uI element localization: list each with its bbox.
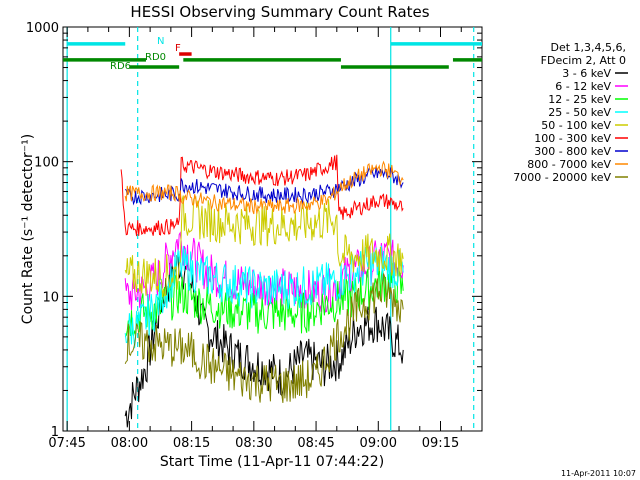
legend-label-5: 100 - 300 keV <box>534 132 611 145</box>
vertical-markers <box>66 27 475 431</box>
series-line-7 <box>124 160 404 215</box>
x-tick-label-2: 08:15 <box>173 436 210 451</box>
series-line-8 <box>124 273 404 403</box>
x-tick-label-3: 08:30 <box>235 436 272 451</box>
y-tick-label-3: 1000 <box>26 21 59 36</box>
x-tick-label-1: 08:00 <box>111 436 148 451</box>
state-label-rd0: RD0 <box>145 52 166 63</box>
y-axis: 1 10 100 1000 <box>26 21 482 440</box>
legend-label-8: 7000 - 20000 keV <box>513 171 611 184</box>
x-tick-label-6: 09:15 <box>422 436 459 451</box>
data-series <box>120 154 404 428</box>
series-line-1 <box>124 231 404 313</box>
plot-frame <box>62 26 483 432</box>
footer-timestamp: 11-Apr-2011 10:07 <box>561 469 636 478</box>
y-tick-label-1: 10 <box>42 290 59 305</box>
y-tick-label-2: 100 <box>34 156 59 171</box>
legend-label-7: 800 - 7000 keV <box>527 158 611 171</box>
y-axis-label: Count Rate (s⁻¹ detector⁻¹) <box>20 134 36 324</box>
series-line-4 <box>124 195 404 298</box>
legend-label-1: 6 - 12 keV <box>555 80 611 93</box>
state-bars: NF RD0 RD6 <box>63 36 482 72</box>
x-tick-label-0: 07:45 <box>48 436 85 451</box>
legend: Det 1,3,4,5,6,FDecim 2, Att 03 - 6 keV6 … <box>513 41 628 184</box>
state-label-f: F <box>175 43 181 54</box>
x-axis-label: Start Time (11-Apr-11 07:44:22) <box>160 454 384 470</box>
y-tick-label-0: 1 <box>51 425 59 440</box>
state-label-rd6: RD6 <box>110 61 131 72</box>
state-label-n: N <box>157 36 164 47</box>
series-line-5 <box>120 154 404 237</box>
legend-label-3: 25 - 50 keV <box>548 106 611 119</box>
legend-label-0: 3 - 6 keV <box>562 67 611 80</box>
legend-label-4: 50 - 100 keV <box>541 119 611 132</box>
legend-label-6: 300 - 800 keV <box>534 145 611 158</box>
legend-header-1: FDecim 2, Att 0 <box>541 54 626 67</box>
legend-header-0: Det 1,3,4,5,6, <box>550 41 626 54</box>
x-tick-label-4: 08:45 <box>297 436 334 451</box>
legend-label-2: 12 - 25 keV <box>548 93 611 106</box>
series-line-3 <box>124 245 404 349</box>
x-tick-label-5: 09:00 <box>360 436 397 451</box>
x-axis: 07:45 08:00 08:15 08:30 08:45 09:00 09:15 <box>48 27 483 451</box>
chart-title: HESSI Observing Summary Count Rates <box>130 3 429 21</box>
